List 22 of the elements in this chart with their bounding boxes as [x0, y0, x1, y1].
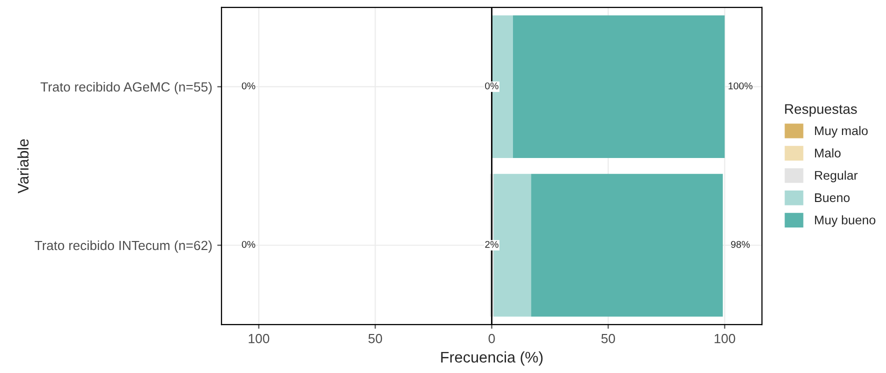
annotation: 0% — [242, 82, 256, 90]
bar — [531, 174, 723, 317]
legend-title: Respuestas — [785, 104, 857, 117]
y-axis-title: Variable — [17, 139, 29, 194]
annotation: 98% — [731, 240, 750, 248]
x-tick-label: 100 — [714, 334, 736, 344]
x-tick-label: 100 — [248, 334, 270, 344]
x-axis-title: Frecuencia (%) — [441, 351, 543, 366]
x-tick-label: 50 — [368, 334, 382, 344]
x-tick-label: 50 — [601, 334, 616, 344]
legend-label: Malo — [815, 148, 841, 158]
legend-label: Bueno — [815, 193, 850, 202]
legend-label: Muy bueno — [815, 215, 876, 227]
annotation: 0% — [485, 82, 498, 90]
annotation: 0% — [242, 240, 256, 248]
annotation: 100% — [728, 82, 752, 90]
y-tick-label: Trato recibido INTecum (n=62) — [34, 240, 212, 253]
annotation: 2% — [485, 240, 498, 248]
y-tick-label: Trato recibido AGeMC (n=55) — [40, 82, 212, 94]
x-tick-label: 0 — [488, 334, 495, 344]
legend-label: Regular — [815, 170, 858, 182]
legend-label: Muy malo — [815, 126, 868, 138]
